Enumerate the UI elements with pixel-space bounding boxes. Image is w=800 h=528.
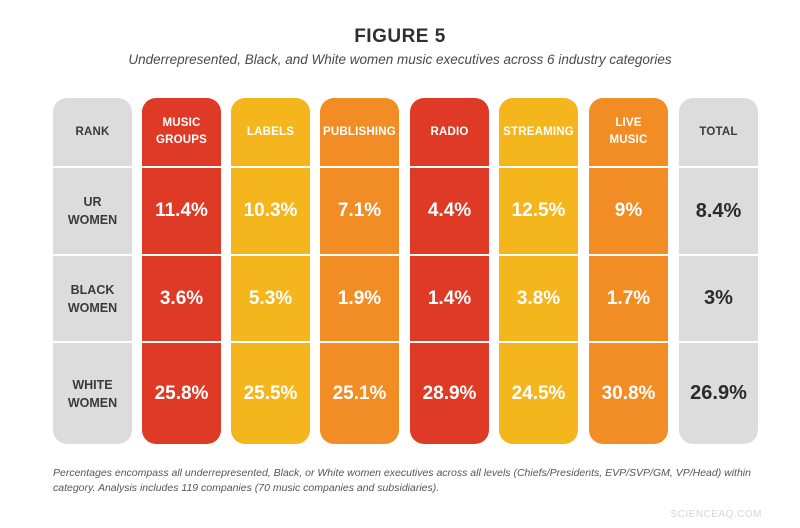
data-value: 25.5% bbox=[243, 382, 298, 404]
category-header: MUSIC GROUPS bbox=[142, 98, 221, 166]
row-divider bbox=[142, 254, 221, 256]
data-value: 3.6% bbox=[159, 287, 204, 309]
footnote: Percentages encompass all underrepresent… bbox=[53, 467, 751, 494]
row-divider bbox=[142, 166, 221, 168]
line: WHITE bbox=[72, 377, 113, 392]
data-value: 1.4% bbox=[427, 287, 472, 309]
figure-title: FIGURE 5 bbox=[354, 26, 446, 47]
row-divider bbox=[679, 166, 758, 168]
data-value: 9% bbox=[614, 200, 643, 221]
row-divider bbox=[679, 341, 758, 343]
row-divider bbox=[142, 341, 221, 343]
row-divider bbox=[320, 254, 399, 256]
line: UR bbox=[83, 195, 102, 209]
row-divider bbox=[231, 341, 310, 343]
category-column: MUSIC GROUPS 11.4% 3.6% 25.8% bbox=[142, 98, 221, 444]
line: WOMEN bbox=[67, 300, 118, 315]
total-header: TOTAL bbox=[699, 125, 738, 138]
data-value: 10.3% bbox=[243, 200, 298, 221]
watermark: SCIENCEAQ.COM bbox=[670, 509, 762, 520]
row-divider bbox=[499, 166, 578, 168]
total-column: TOTAL 8.4% 3% 26.9% bbox=[679, 98, 758, 444]
total-value: 8.4% bbox=[695, 199, 742, 222]
line: RADIO bbox=[430, 125, 469, 138]
category-column: PUBLISHING 7.1% 1.9% 25.1% bbox=[320, 98, 399, 444]
row-divider bbox=[53, 341, 132, 343]
line: MUSIC bbox=[162, 117, 201, 129]
row-divider bbox=[320, 166, 399, 168]
row-divider bbox=[320, 341, 399, 343]
data-value: 1.9% bbox=[337, 287, 382, 309]
line: WOMEN bbox=[67, 213, 118, 227]
line: LIVE bbox=[615, 117, 642, 129]
total-value: 3% bbox=[704, 287, 733, 309]
figure-subtitle: Underrepresented, Black, and White women… bbox=[128, 52, 672, 67]
data-value: 3.8% bbox=[516, 287, 561, 309]
data-value: 25.1% bbox=[332, 382, 387, 404]
row-divider bbox=[231, 166, 310, 168]
row-divider bbox=[410, 254, 489, 256]
rank-header: RANK bbox=[75, 125, 110, 138]
row-divider bbox=[53, 254, 132, 256]
category-column: LIVE MUSIC 9% 1.7% 30.8% bbox=[589, 98, 668, 444]
category-header: LABELS bbox=[231, 98, 310, 166]
data-value: 12.5% bbox=[511, 200, 566, 221]
row-divider bbox=[679, 254, 758, 256]
line: GROUPS bbox=[155, 134, 208, 146]
total-value: 26.9% bbox=[690, 382, 747, 404]
data-value: 25.8% bbox=[154, 382, 209, 404]
row-label: WHITE WOMEN bbox=[53, 343, 132, 444]
data-value: 11.4% bbox=[155, 200, 208, 221]
row-label: UR WOMEN bbox=[53, 168, 132, 254]
row-divider bbox=[589, 341, 668, 343]
row-divider bbox=[499, 341, 578, 343]
data-value: 7.1% bbox=[337, 200, 382, 221]
row-divider bbox=[589, 254, 668, 256]
row-divider bbox=[410, 341, 489, 343]
category-column: STREAMING 12.5% 3.8% 24.5% bbox=[499, 98, 578, 444]
row-divider bbox=[410, 166, 489, 168]
category-header: LIVE MUSIC bbox=[589, 98, 668, 166]
line: LABELS bbox=[246, 125, 295, 138]
row-divider bbox=[53, 166, 132, 168]
data-value: 5.3% bbox=[248, 287, 293, 309]
data-value: 24.5% bbox=[511, 382, 566, 404]
line: STREAMING bbox=[503, 125, 574, 138]
category-header: PUBLISHING bbox=[320, 98, 399, 166]
row-divider bbox=[231, 254, 310, 256]
row-label: BLACK WOMEN bbox=[53, 256, 132, 341]
line: PUBLISHING bbox=[323, 125, 396, 138]
line: BLACK bbox=[70, 282, 115, 297]
line: MUSIC bbox=[609, 134, 648, 146]
category-header: STREAMING bbox=[499, 98, 578, 166]
line: WOMEN bbox=[67, 395, 118, 410]
data-value: 4.4% bbox=[427, 200, 472, 221]
data-value: 1.7% bbox=[606, 287, 651, 309]
category-column: LABELS 10.3% 5.3% 25.5% bbox=[231, 98, 310, 444]
row-divider bbox=[589, 166, 668, 168]
row-divider bbox=[499, 254, 578, 256]
data-value: 30.8% bbox=[601, 382, 656, 404]
category-header: RADIO bbox=[410, 98, 489, 166]
category-column: RADIO 4.4% 1.4% 28.9% bbox=[410, 98, 489, 444]
data-value: 28.9% bbox=[422, 382, 477, 404]
rank-column: RANK UR WOMEN BLACK WOMEN WHITE WOMEN bbox=[53, 98, 132, 444]
